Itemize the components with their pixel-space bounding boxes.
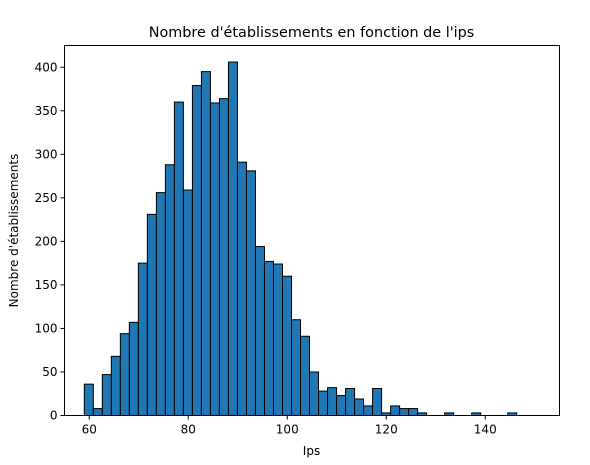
histogram-bar [263,260,274,416]
histogram-bar [101,374,112,416]
histogram-bar [245,170,256,416]
y-tick-label: 400 [35,60,58,74]
histogram-bar [282,275,293,416]
histogram-bar [336,394,347,417]
histogram-bar [309,371,320,416]
histogram-bar [291,319,302,416]
histogram-bar [137,262,148,416]
histogram-bar [218,98,229,417]
histogram-bar [408,408,419,417]
histogram-bar [327,387,338,417]
histogram-bar [110,355,121,416]
x-tick-label: 140 [474,423,497,437]
y-tick-label: 150 [35,278,58,292]
y-tick-label: 0 [50,409,58,423]
histogram-bar [164,164,175,416]
histogram-bar [399,408,410,417]
histogram-bar [173,101,184,416]
histogram-bar [372,388,383,417]
histogram-bar [92,408,103,417]
bars-group [83,61,518,417]
x-axis-label: Ips [303,444,320,458]
x-tick-label: 120 [375,423,398,437]
histogram-bar [300,335,311,416]
x-tick-label: 80 [181,423,196,437]
histogram-bar [390,405,401,417]
histogram-bar [209,102,220,417]
y-axis-ticks: 0 50 100 150 200 250 300 350 400 [35,60,65,423]
y-tick-label: 250 [35,191,58,205]
histogram-bar [272,263,283,416]
y-tick-label: 50 [42,365,57,379]
histogram-bar [345,388,356,417]
histogram-bar [354,398,365,416]
x-tick-label: 100 [276,423,299,437]
y-tick-label: 350 [35,104,58,118]
histogram-bar [363,405,374,417]
histogram-bar [200,71,211,417]
histogram-bar [227,61,238,416]
y-tick-label: 100 [35,321,58,335]
histogram-bar [182,189,193,416]
x-axis-ticks: 60 80 100 120 140 [82,415,497,437]
histogram-bar [318,390,329,416]
y-tick-label: 300 [35,147,58,161]
plot-frame [64,45,560,416]
histogram-bar [191,85,202,417]
histogram-bar [155,192,166,416]
chart-title: Nombre d'établissements en fonction de l… [149,25,475,41]
histogram-bar [236,161,247,416]
y-tick-label: 200 [35,234,58,248]
histogram-bar [254,246,265,416]
histogram-bar [146,213,157,416]
histogram-bar [128,321,139,417]
x-tick-label: 60 [82,423,97,437]
histogram-bar [119,333,130,416]
y-axis-label: Nombre d'établissements [7,154,21,308]
histogram-bar [83,383,94,417]
